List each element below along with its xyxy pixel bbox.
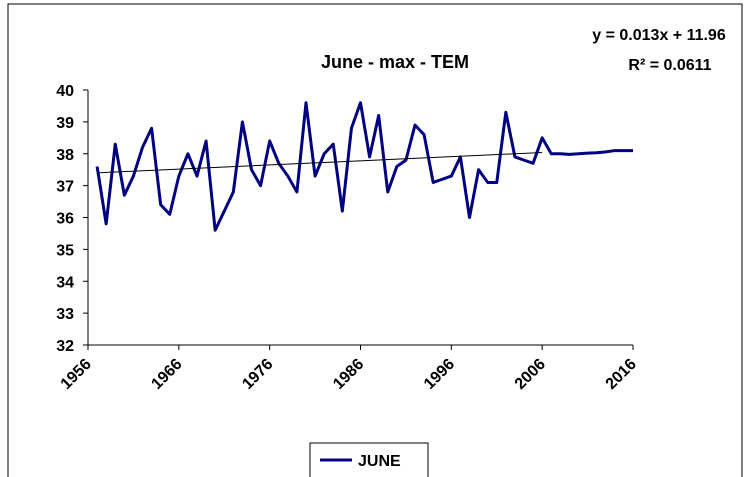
legend-label: JUNE xyxy=(358,453,401,470)
y-tick-label: 38 xyxy=(56,147,74,164)
trendline xyxy=(97,152,543,174)
y-tick-label: 34 xyxy=(56,274,74,291)
y-tick-label: 35 xyxy=(56,242,74,259)
chart-border xyxy=(7,3,743,477)
y-tick-label: 33 xyxy=(56,306,74,323)
y-tick-label: 36 xyxy=(56,211,74,228)
trend-equation: y = 0.013x + 11.96 xyxy=(592,27,726,44)
chart-title: June - max - TEM xyxy=(321,52,469,72)
y-tick-label: 40 xyxy=(56,83,74,100)
trend-r2: R² = 0.0611 xyxy=(628,57,711,74)
series-line xyxy=(95,101,633,232)
y-tick-label: 32 xyxy=(56,338,74,355)
y-tick-label: 37 xyxy=(56,179,74,196)
y-tick-label: 39 xyxy=(56,115,74,132)
